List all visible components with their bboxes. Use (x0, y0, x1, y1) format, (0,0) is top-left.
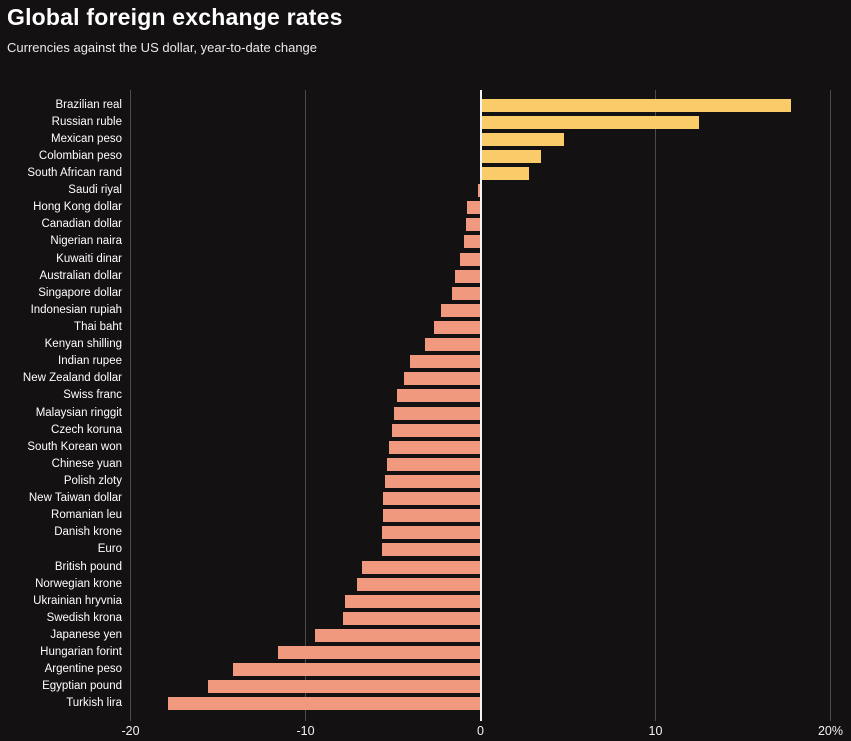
bar-egyptian-pound (208, 680, 480, 694)
bar-kuwaiti-dinar (460, 252, 480, 266)
bar-hungarian-forint (278, 646, 480, 660)
bar-south-african-rand (481, 166, 529, 180)
category-label: Danish krone (54, 526, 122, 539)
category-label: Japanese yen (50, 629, 122, 642)
category-label: Indian rupee (58, 355, 122, 368)
category-label: Egyptian pound (42, 680, 122, 693)
bar-turkish-lira (168, 697, 480, 711)
category-label: Romanian leu (51, 509, 122, 522)
bar-thai-baht (434, 320, 480, 334)
bar-nigerian-naira (463, 235, 480, 249)
category-label: Brazilian real (55, 98, 122, 111)
category-label: Czech koruna (51, 423, 122, 436)
gridline-20 (830, 90, 831, 721)
category-label: Canadian dollar (41, 218, 122, 231)
bar-brazilian-real (481, 98, 792, 112)
category-label: South African rand (27, 166, 122, 179)
category-label: Chinese yuan (51, 457, 122, 470)
category-label: Norwegian krone (35, 577, 122, 590)
category-label: Swedish krona (46, 611, 122, 624)
bar-mexican-peso (481, 132, 564, 146)
x-tick-label: 10 (648, 724, 663, 738)
bar-norwegian-krone (357, 577, 480, 591)
gridline--20 (130, 90, 131, 721)
bar-ukrainian-hryvnia (344, 594, 480, 608)
category-label: Mexican peso (51, 132, 122, 145)
category-label: Ukrainian hryvnia (33, 594, 122, 607)
category-label: Hungarian forint (40, 646, 122, 659)
bar-australian-dollar (455, 269, 480, 283)
bar-new-zealand-dollar (404, 372, 480, 386)
x-tick-label: -10 (296, 724, 315, 738)
category-label: New Taiwan dollar (28, 492, 122, 505)
bar-singapore-dollar (451, 286, 480, 300)
bar-new-taiwan-dollar (383, 492, 480, 506)
category-label: Kenyan shilling (44, 338, 122, 351)
gridline-10 (655, 90, 656, 721)
category-label: Singapore dollar (38, 286, 122, 299)
page-title: Global foreign exchange rates (7, 4, 343, 30)
category-label: Thai baht (74, 320, 122, 333)
bar-south-korean-won (388, 440, 480, 454)
bar-polish-zloty (385, 475, 480, 488)
category-label: Australian dollar (39, 269, 122, 282)
bar-malaysian-ringgit (393, 406, 480, 420)
bar-romanian-leu (383, 509, 480, 523)
x-tick-label: 0 (477, 724, 484, 738)
page-subtitle: Currencies against the US dollar, year-t… (7, 40, 318, 55)
bar-euro (381, 543, 480, 557)
category-label: New Zealand dollar (22, 372, 122, 385)
category-label: Saudi riyal (68, 184, 122, 197)
category-label: British pound (54, 560, 122, 573)
category-label: Turkish lira (66, 697, 122, 710)
category-label: Hong Kong dollar (33, 201, 122, 214)
bar-czech-koruna (392, 423, 480, 437)
zero-baseline (479, 90, 482, 721)
category-label: Argentine peso (44, 663, 122, 676)
category-label: Colombian peso (38, 149, 122, 162)
category-label: Russian ruble (51, 115, 122, 128)
bar-russian-ruble (481, 115, 699, 129)
bar-argentine-peso (232, 663, 480, 677)
bar-japanese-yen (315, 629, 480, 643)
bar-swedish-krona (343, 611, 480, 625)
x-tick-label: -20 (121, 724, 140, 738)
gridline--10 (305, 90, 306, 721)
category-label: Euro (97, 543, 122, 556)
category-label: South Korean won (27, 440, 122, 453)
bar-colombian-peso (481, 149, 541, 163)
bar-kenyan-shilling (425, 338, 480, 352)
x-tick-label: 20% (817, 724, 844, 738)
category-label: Polish zloty (63, 475, 122, 487)
category-label: Swiss franc (63, 389, 122, 402)
bar-indian-rupee (409, 355, 480, 369)
bar-hong-kong-dollar (467, 201, 480, 215)
bar-swiss-franc (397, 389, 480, 403)
bar-chinese-yuan (386, 457, 480, 471)
bar-indonesian-rupiah (441, 303, 480, 317)
bar-canadian-dollar (465, 218, 480, 232)
bar-british-pound (362, 560, 480, 574)
bar-saudi-riyal (477, 184, 480, 198)
category-label: Nigerian naira (50, 235, 122, 248)
category-label: Malaysian ringgit (35, 406, 122, 419)
category-label: Kuwaiti dinar (56, 252, 122, 265)
category-label: Indonesian rupiah (30, 303, 122, 316)
bar-danish-krone (381, 526, 480, 540)
